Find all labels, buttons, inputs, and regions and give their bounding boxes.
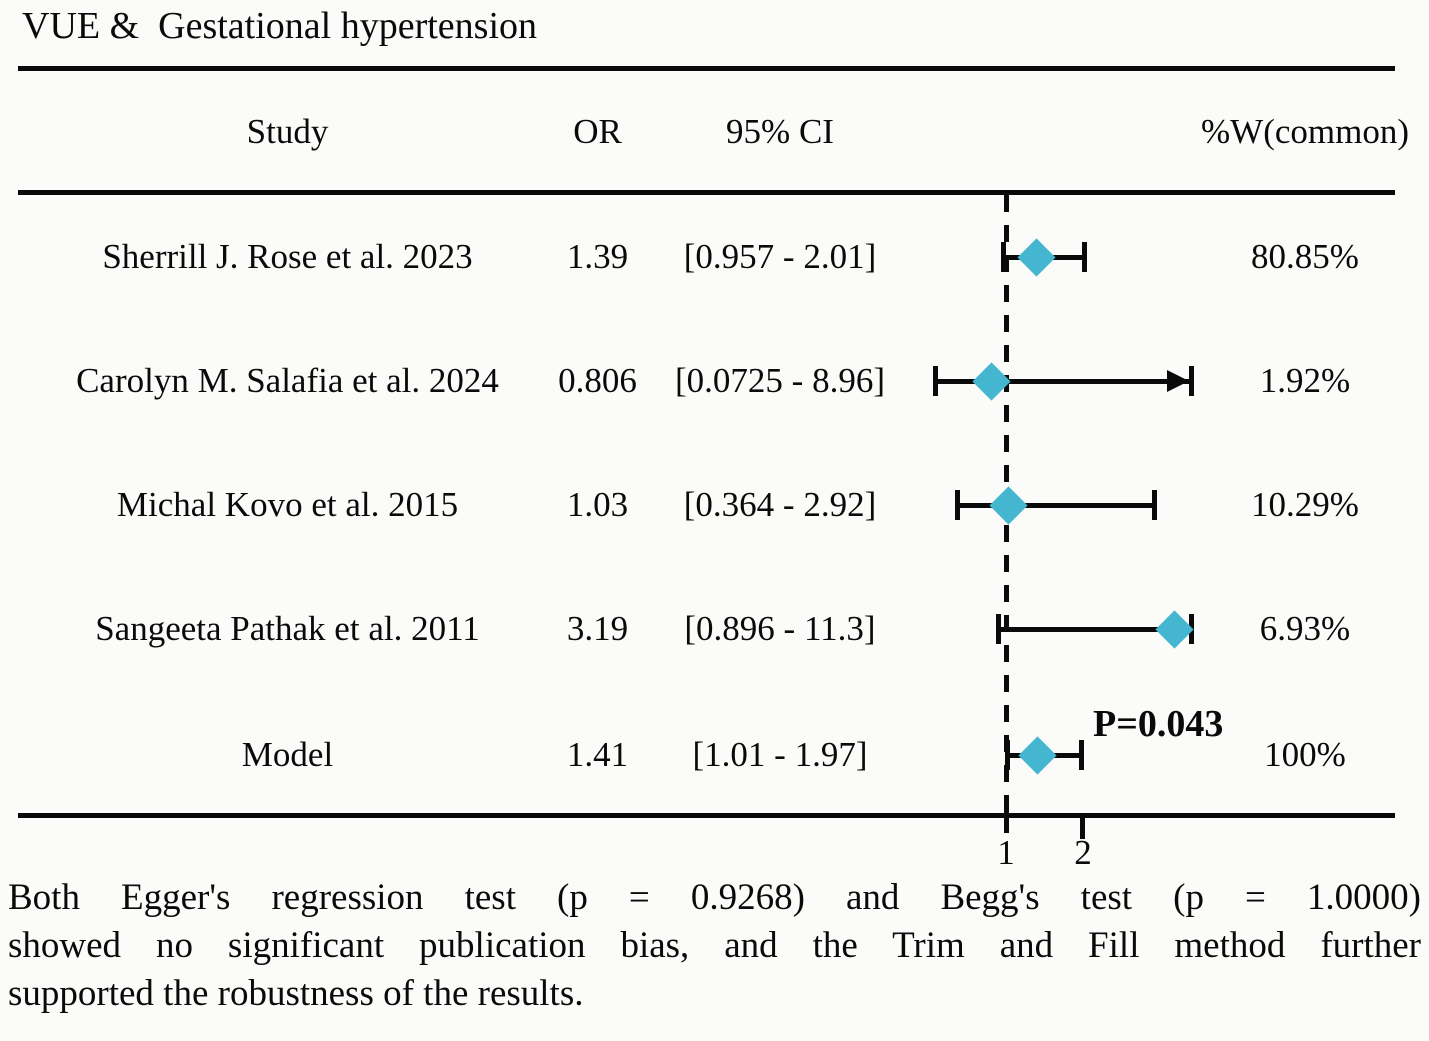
column-header-study: Study — [246, 112, 329, 151]
effect-diamond — [989, 485, 1028, 525]
study-label: Michal Kovo et al. 2015 — [116, 485, 459, 524]
ci-cap-right — [1189, 366, 1194, 396]
ci-cap-left — [955, 490, 961, 520]
ci-cap-left — [1004, 740, 1010, 770]
column-header-or: OR — [573, 112, 622, 151]
ci-cap-left — [1000, 242, 1006, 272]
study-label: Carolyn M. Salafia et al. 2024 — [76, 361, 499, 400]
rule-header — [18, 190, 1395, 195]
study-row: Michal Kovo et al. 2015 1.03 [0.364 - 2.92… — [0, 480, 1429, 530]
weight-value: 80.85% — [1251, 237, 1359, 276]
ci-cap-right — [1081, 242, 1087, 272]
ci-value: [0.364 - 2.92] — [683, 485, 877, 524]
p-value-annotation: P=0.043 — [1093, 703, 1224, 745]
header-row: Study OR 95% CI %W(common) — [0, 107, 1429, 157]
or-value: 3.19 — [566, 609, 629, 648]
ci-value: [0.0725 - 8.96] — [675, 361, 885, 400]
column-header-weight: %W(common) — [1201, 112, 1409, 151]
rule-top — [18, 66, 1395, 71]
column-header-ci: 95% CI — [726, 112, 834, 151]
ci-whisker-line — [957, 503, 1154, 508]
caption-line: showed no significant publication bias, … — [8, 925, 1421, 966]
or-value: 1.39 — [566, 237, 629, 276]
ci-value: [0.957 - 2.01] — [683, 237, 877, 276]
study-label: Model — [241, 735, 334, 774]
or-value: 0.806 — [558, 361, 637, 400]
ci-cap-right — [1078, 740, 1084, 770]
ci-cap-left — [932, 366, 938, 396]
weight-value: 1.92% — [1259, 361, 1351, 400]
caption-line: supported the robustness of the results. — [8, 973, 584, 1014]
axis-tick-label-2: 2 — [1074, 833, 1092, 872]
axis-tick-2 — [1080, 813, 1085, 839]
ci-cap-right — [1151, 490, 1157, 520]
ci-whisker-line — [934, 379, 1191, 384]
plot-title: VUE & Gestational hypertension — [22, 5, 538, 47]
caption-line: Both Egger's regression test (p = 0.9268… — [8, 877, 1421, 918]
axis-tick-label-1: 1 — [997, 833, 1015, 872]
ci-whisker-line — [997, 627, 1191, 632]
or-value: 1.41 — [566, 735, 629, 774]
weight-value: 10.29% — [1251, 485, 1359, 524]
ci-clip-arrow-right — [1167, 370, 1189, 392]
or-value: 1.03 — [566, 485, 629, 524]
study-row: Carolyn M. Salafia et al. 2024 0.806 [0.07… — [0, 356, 1429, 406]
ci-value: [1.01 - 1.97] — [692, 735, 868, 774]
ci-value: [0.896 - 11.3] — [684, 609, 876, 648]
effect-diamond — [971, 361, 1011, 401]
study-label: Sangeeta Pathak et al. 2011 — [95, 609, 480, 648]
effect-diamond — [1016, 237, 1056, 277]
ci-cap-left — [995, 614, 1001, 644]
axis-line — [18, 813, 1395, 818]
axis-tick-1 — [1004, 800, 1009, 833]
model-effect-diamond — [1018, 735, 1057, 775]
study-row: Sangeeta Pathak et al. 2011 3.19 [0.896 - … — [0, 604, 1429, 654]
study-label: Sherrill J. Rose et al. 2023 — [102, 237, 473, 276]
caption: Both Egger's regression test (p = 0.9268… — [8, 874, 1421, 1018]
study-row: Sherrill J. Rose et al. 2023 1.39 [0.957 -… — [0, 232, 1429, 282]
weight-value: 100% — [1264, 735, 1346, 774]
model-row: Model 1.41 [1.01 - 1.97] 100% — [0, 730, 1429, 780]
weight-value: 6.93% — [1259, 609, 1351, 648]
